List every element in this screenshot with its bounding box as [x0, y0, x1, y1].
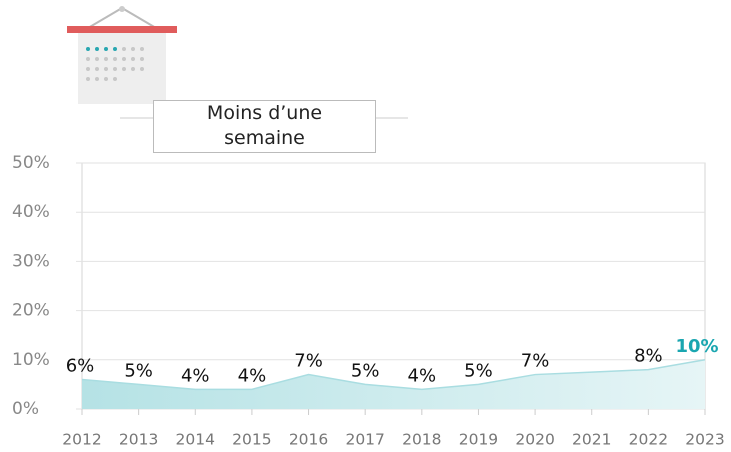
x-tick-label: 2021	[572, 431, 611, 449]
y-tick-label: 50%	[12, 153, 50, 173]
y-tick-label: 10%	[12, 350, 50, 370]
y-tick-label: 30%	[12, 251, 50, 271]
calendar-icon	[67, 6, 177, 104]
y-tick-label: 20%	[12, 301, 50, 321]
data-label: 4%	[238, 365, 267, 386]
x-tick-label: 2012	[62, 431, 101, 449]
data-label: 4%	[181, 365, 210, 386]
data-label: 4%	[408, 365, 437, 386]
x-tick-label: 2013	[119, 431, 158, 449]
data-label: 7%	[294, 351, 323, 372]
x-tick-label: 2017	[345, 431, 384, 449]
x-tick-label: 2016	[289, 431, 328, 449]
data-label: 7%	[521, 351, 550, 372]
x-tick-label: 2015	[232, 431, 271, 449]
x-tick-label: 2014	[176, 431, 215, 449]
data-label: 5%	[124, 360, 153, 381]
data-label: 8%	[634, 346, 663, 367]
data-label: 5%	[351, 360, 380, 381]
x-tick-label: 2020	[515, 431, 554, 449]
area	[82, 359, 705, 409]
data-label: 10%	[675, 336, 718, 357]
x-tick-label: 2022	[629, 431, 668, 449]
data-label: 6%	[66, 355, 95, 376]
y-tick-label: 0%	[12, 399, 39, 419]
x-tick-label: 2019	[459, 431, 498, 449]
x-tick-label: 2023	[685, 431, 724, 449]
chart-title: Moins d’une semaine	[153, 100, 376, 153]
area-edge	[81, 359, 706, 391]
x-tick-label: 2018	[402, 431, 441, 449]
data-label: 5%	[464, 360, 493, 381]
y-tick-label: 40%	[12, 202, 50, 222]
